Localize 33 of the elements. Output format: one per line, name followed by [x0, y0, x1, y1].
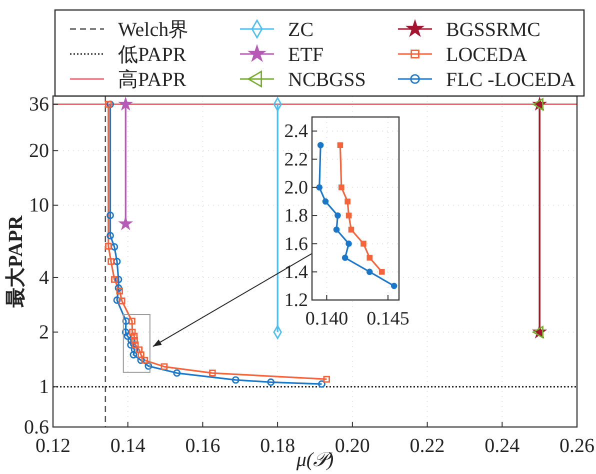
x-tick-label: 0.140 [305, 308, 348, 330]
x-tick-label: 0.14 [110, 435, 146, 457]
y-tick-label: 1 [39, 376, 49, 398]
y-tick-label: 10 [29, 194, 49, 217]
x-tick-label: 0.16 [185, 435, 220, 457]
legend-label: Welch界 [118, 19, 189, 41]
x-tick-label: 0.18 [260, 435, 296, 457]
x-tick-label: 0.145 [366, 308, 410, 330]
legend-label: LOCEDA [446, 44, 528, 66]
y-axis-title: 最大PAPR [5, 215, 27, 308]
y-tick-label: 1.4 [284, 262, 308, 283]
x-tick-label: 0.22 [410, 435, 445, 457]
y-tick-label: 1.6 [284, 234, 308, 255]
legend-label: BGSSRMC [446, 19, 540, 41]
x-tick-label: 0.26 [560, 435, 594, 457]
legend-label: 高PAPR [118, 68, 187, 91]
y-tick-label: 36 [29, 94, 49, 116]
legend-label: ZC [288, 19, 314, 41]
y-tick-label: 20 [29, 140, 49, 162]
y-tick-label: 2.0 [284, 177, 308, 198]
legend-label: NCBGSS [288, 69, 366, 91]
legend-label: ETF [288, 44, 324, 66]
y-tick-label: 1.2 [284, 290, 308, 312]
y-tick-label: 2 [39, 322, 49, 344]
legend-label: 低PAPR [118, 44, 187, 66]
legend-label: FLC -LOCEDA [446, 69, 576, 91]
x-tick-label: 0.24 [484, 435, 520, 457]
x-tick-label: 0.20 [334, 435, 370, 457]
y-tick-label: 4 [39, 266, 49, 289]
y-tick-label: 1.8 [284, 206, 308, 227]
x-axis-title: μ(𝒫) [295, 449, 334, 471]
y-tick-label: 2.2 [284, 149, 308, 170]
y-tick-label: 2.4 [284, 121, 308, 142]
